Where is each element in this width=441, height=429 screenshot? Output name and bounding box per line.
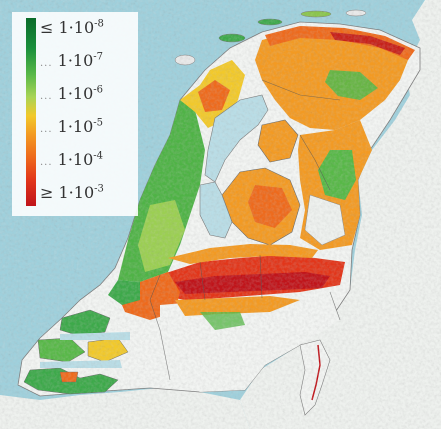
legend-mantissa: 1·10 (58, 183, 95, 202)
legend-prefix: ≥ (40, 183, 59, 202)
legend-mantissa: 1·10 (58, 18, 95, 37)
legend-item: ... 1·10-5 (40, 115, 136, 139)
legend-item: ... 1·10-6 (40, 82, 136, 106)
legend-exponent: -6 (93, 84, 104, 96)
legend-color-bar (26, 18, 36, 206)
legend-item: ≤ 1·10-8 (40, 16, 136, 40)
legend-exponent: -3 (94, 183, 104, 195)
legend-exponent: -5 (93, 117, 104, 129)
legend: ≤ 1·10-8 ... 1·10-7 ... 1·10-6 ... 1·10-… (12, 12, 138, 216)
dyke-ring-borders (149, 79, 341, 381)
legend-mantissa: 1·10 (52, 117, 94, 136)
legend-dots: ... (40, 91, 53, 102)
legend-exponent: -7 (93, 51, 104, 63)
legend-mantissa: 1·10 (52, 150, 94, 169)
legend-dots: ... (40, 58, 53, 69)
legend-item: ... 1·10-7 (40, 49, 136, 73)
legend-exponent: -8 (94, 18, 104, 30)
legend-dots: ... (40, 124, 53, 135)
legend-dots: ... (40, 157, 53, 168)
legend-mantissa: 1·10 (52, 51, 94, 70)
legend-item: ≥ 1·10-3 (40, 181, 136, 205)
legend-item: ... 1·10-4 (40, 148, 136, 172)
legend-mantissa: 1·10 (52, 84, 94, 103)
legend-prefix: ≤ (40, 18, 59, 37)
legend-exponent: -4 (93, 150, 104, 162)
